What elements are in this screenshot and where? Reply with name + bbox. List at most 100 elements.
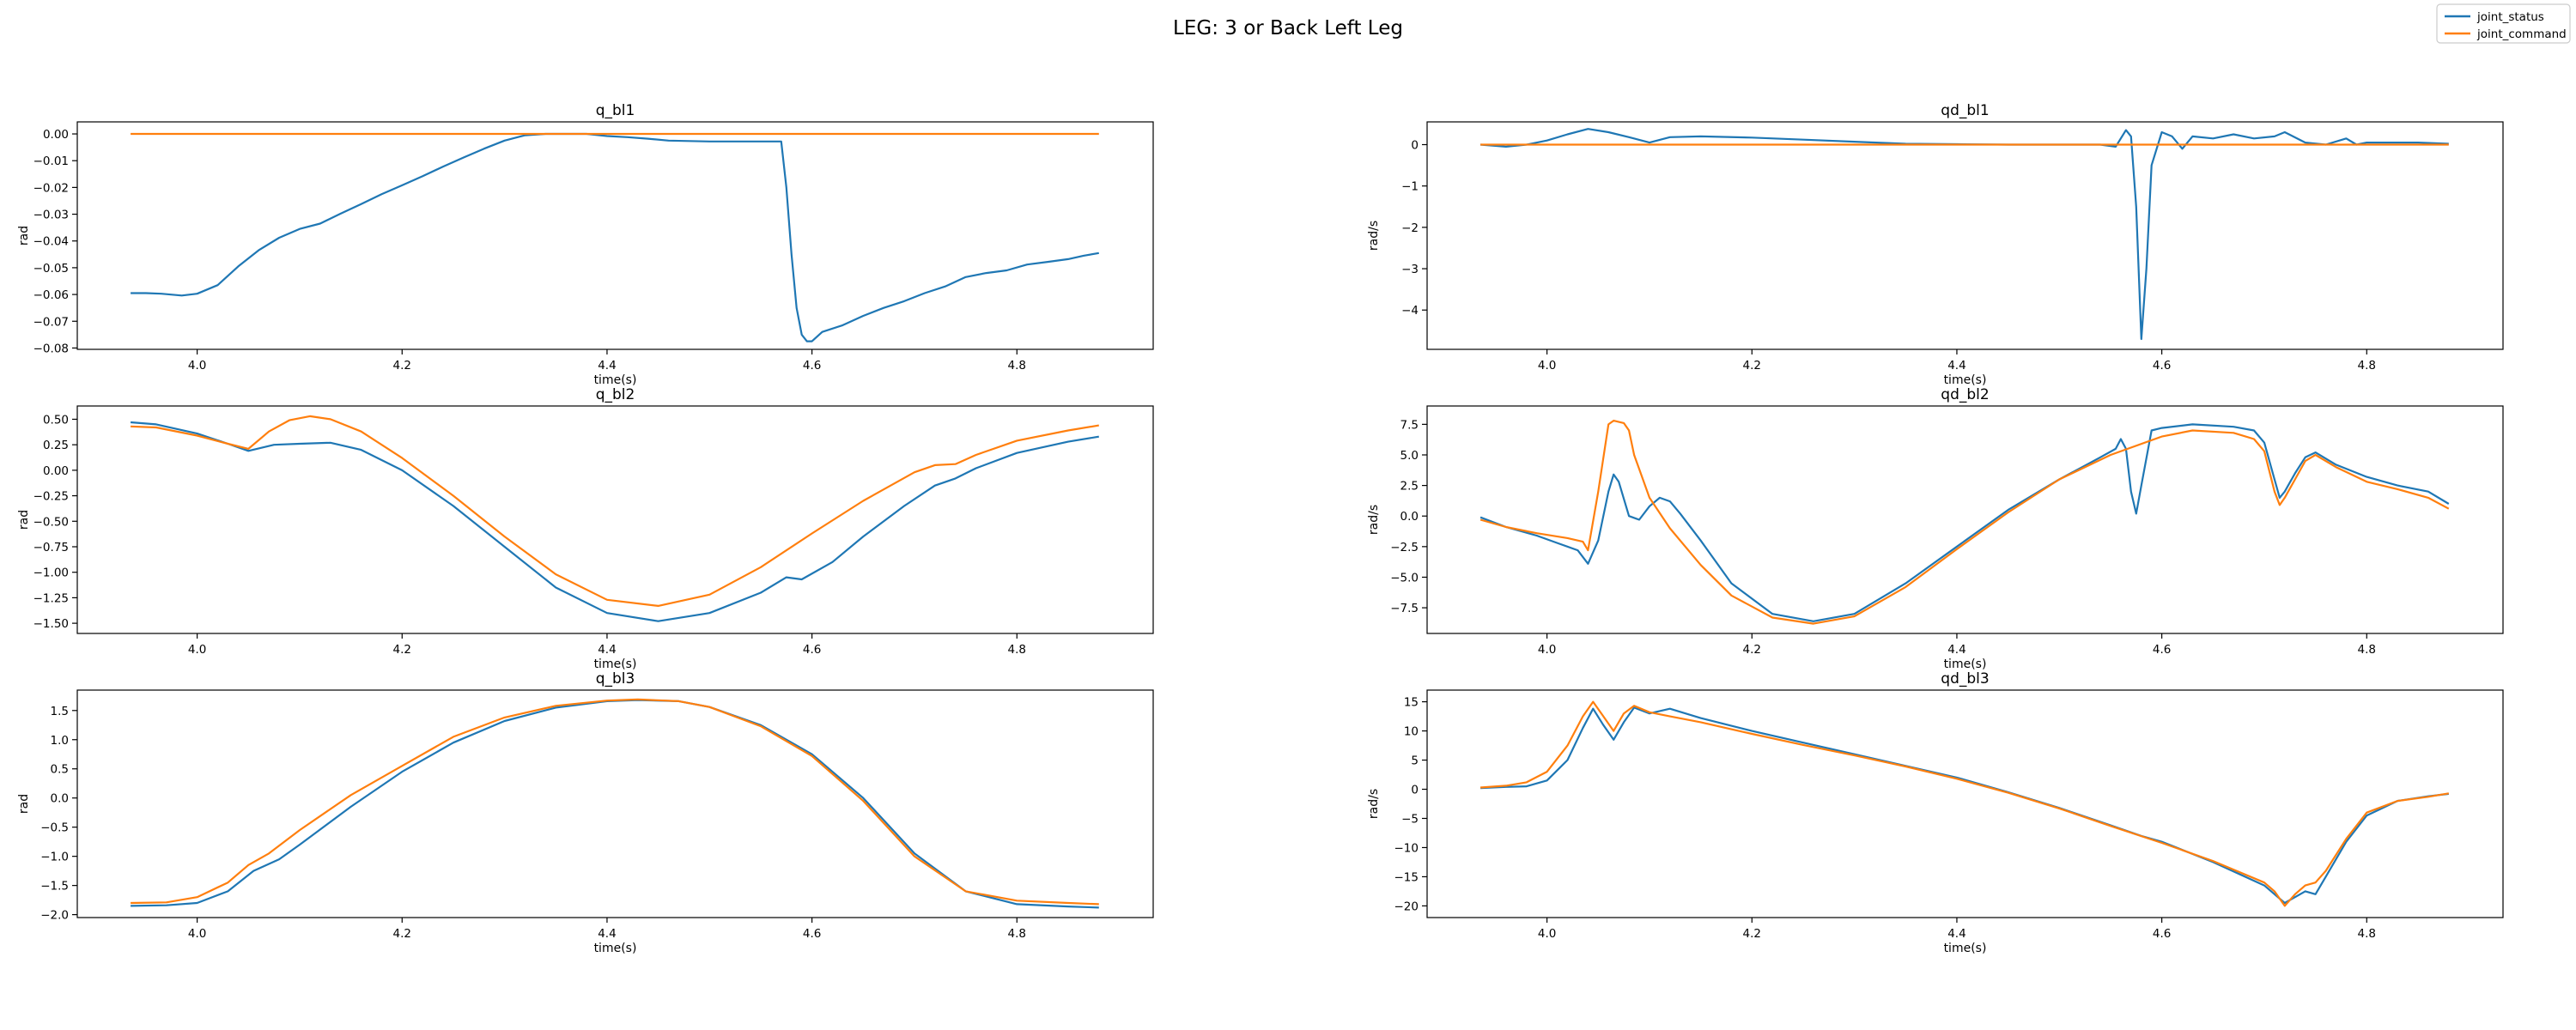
x-tick-label: 4.8 [1008, 643, 1026, 657]
y-axis-label: rad [17, 794, 31, 814]
subplot-title: q_bl3 [596, 670, 635, 688]
x-tick-label: 4.8 [2358, 643, 2376, 657]
y-axis-label: rad [17, 510, 31, 530]
y-tick-label: −0.75 [33, 541, 69, 554]
y-tick-label: −1.5 [40, 880, 69, 894]
y-tick-label: 0.00 [43, 464, 69, 478]
x-tick-label: 4.0 [188, 359, 206, 373]
series-line-joint-status [131, 699, 1099, 909]
y-tick-label: −0.50 [33, 515, 69, 529]
y-tick-label: 0.00 [43, 128, 69, 142]
x-tick-label: 4.0 [1538, 359, 1556, 373]
x-tick-label: 4.4 [598, 359, 616, 373]
series-line-joint-status [1480, 128, 2449, 341]
y-tick-label: −2 [1401, 221, 1419, 235]
series-line-joint-command [1480, 700, 2449, 907]
y-tick-label: 0.25 [43, 439, 69, 452]
y-axis-label: rad [17, 226, 31, 245]
y-tick-label: 0.0 [51, 792, 69, 806]
y-tick-label: 1.5 [51, 705, 69, 718]
subplot-q_bl2: 4.0 4.2 4.4 4.6 4.8 0.50 0.25 0.00 −0.25 −0.50 −0.… [17, 386, 1154, 671]
series-line-joint-command [131, 698, 1099, 906]
x-tick-label: 4.2 [393, 359, 411, 373]
y-tick-label: −0.05 [33, 262, 69, 276]
y-tick-label: 0 [1411, 139, 1419, 153]
plot-area [1479, 420, 2450, 625]
x-tick-label: 4.4 [1947, 359, 1965, 373]
x-axis-label: time(s) [1944, 942, 1987, 955]
x-tick-label: 4.0 [188, 927, 206, 941]
series-line-joint-status [131, 132, 1099, 342]
y-tick-label: 5.0 [1400, 449, 1419, 463]
y-tick-label: −0.04 [33, 235, 69, 249]
y-tick-label: −0.06 [33, 288, 69, 302]
y-tick-label: −20 [1394, 900, 1419, 913]
y-tick-label: −5.0 [1390, 571, 1419, 585]
y-tick-label: 2.5 [1400, 480, 1419, 494]
x-tick-label: 4.8 [1008, 359, 1026, 373]
series-line-joint-command [131, 415, 1099, 607]
x-tick-label: 4.0 [1538, 643, 1556, 657]
x-tick-label: 4.2 [1743, 643, 1761, 657]
x-tick-label: 4.6 [803, 643, 821, 657]
y-tick-label: −0.25 [33, 490, 69, 504]
x-axis-label: time(s) [594, 373, 637, 387]
plot-area [131, 132, 1099, 342]
x-tick-label: 4.6 [2153, 927, 2171, 941]
axes-frame [76, 121, 1154, 350]
x-tick-label: 4.6 [803, 359, 821, 373]
x-tick-label: 4.4 [598, 927, 616, 941]
x-axis-label: time(s) [1944, 373, 1987, 387]
y-tick-label: 0 [1411, 784, 1419, 797]
y-tick-label: −10 [1394, 841, 1419, 855]
y-tick-label: −0.07 [33, 315, 69, 329]
y-tick-label: 0.5 [51, 763, 69, 777]
y-tick-label: −0.02 [33, 181, 69, 195]
y-tick-label: −1 [1401, 180, 1419, 194]
y-tick-label: −5 [1401, 812, 1419, 826]
subplot-q_bl3: 4.0 4.2 4.4 4.6 4.8 1.5 1.0 0.5 0.0 −0.5 −1.0 −1.5 −… [17, 670, 1154, 955]
x-tick-label: 4.2 [393, 643, 411, 657]
y-tick-label: −1.50 [33, 617, 69, 631]
subplot-title: qd_bl3 [1941, 670, 1989, 688]
series-line-joint-command [1479, 420, 2450, 625]
x-tick-label: 4.6 [2153, 359, 2171, 373]
y-tick-label: −0.5 [40, 821, 69, 835]
subplot-qd_bl1: 4.0 4.2 4.4 4.6 4.8 0 −1 −2 −3 −4 qd_bl1 time(s) rad… [1367, 102, 2504, 387]
x-tick-label: 4.8 [2358, 359, 2376, 373]
y-tick-label: −1.00 [33, 566, 69, 580]
axes-frame [76, 405, 1154, 634]
subplot-title: q_bl2 [596, 386, 635, 403]
legend-label-joint-command: joint_command [2476, 27, 2567, 41]
subplot-qd_bl2: 4.0 4.2 4.4 4.6 4.8 7.5 5.0 2.5 0.0 −2.5 −5.0 −7.5 q… [1367, 386, 2504, 671]
x-axis-label: time(s) [594, 657, 637, 671]
y-tick-label: 5 [1411, 754, 1419, 768]
x-tick-label: 4.8 [2358, 927, 2376, 941]
axes-frame [1426, 689, 2504, 918]
y-tick-label: −0.01 [33, 154, 69, 168]
y-tick-label: 10 [1404, 725, 1419, 739]
y-axis-label: rad/s [1367, 789, 1381, 819]
axes-frame [1426, 121, 2504, 350]
subplot-title: q_bl1 [596, 102, 635, 119]
axes-frame [1426, 405, 2504, 634]
x-tick-label: 4.2 [1743, 359, 1761, 373]
x-tick-label: 4.0 [188, 643, 206, 657]
x-tick-label: 4.4 [598, 643, 616, 657]
plot-area [131, 698, 1099, 909]
plot-area [1480, 128, 2449, 341]
y-tick-label: −0.03 [33, 209, 69, 222]
y-axis-label: rad/s [1367, 505, 1381, 535]
series-line-joint-status [131, 421, 1099, 622]
y-tick-label: −2.0 [40, 909, 69, 923]
y-tick-label: −4 [1401, 304, 1419, 318]
plot-area [1480, 700, 2449, 907]
figure-suptitle: LEG: 3 or Back Left Leg [1173, 17, 1403, 39]
y-tick-label: 1.0 [51, 734, 69, 748]
y-tick-label: −1.25 [33, 591, 69, 605]
legend: joint_status joint_command [2436, 3, 2571, 44]
y-tick-label: −0.08 [33, 342, 69, 355]
x-tick-label: 4.6 [2153, 643, 2171, 657]
subplot-q_bl1: 4.0 4.2 4.4 4.6 4.8 0.00 −0.01 −0.02 −0.03 −0.04 −… [17, 102, 1154, 387]
subplot-qd_bl3: 4.0 4.2 4.4 4.6 4.8 15 10 5 0 −5 −10 −15 −20 qd_bl3ti… [1367, 670, 2504, 955]
